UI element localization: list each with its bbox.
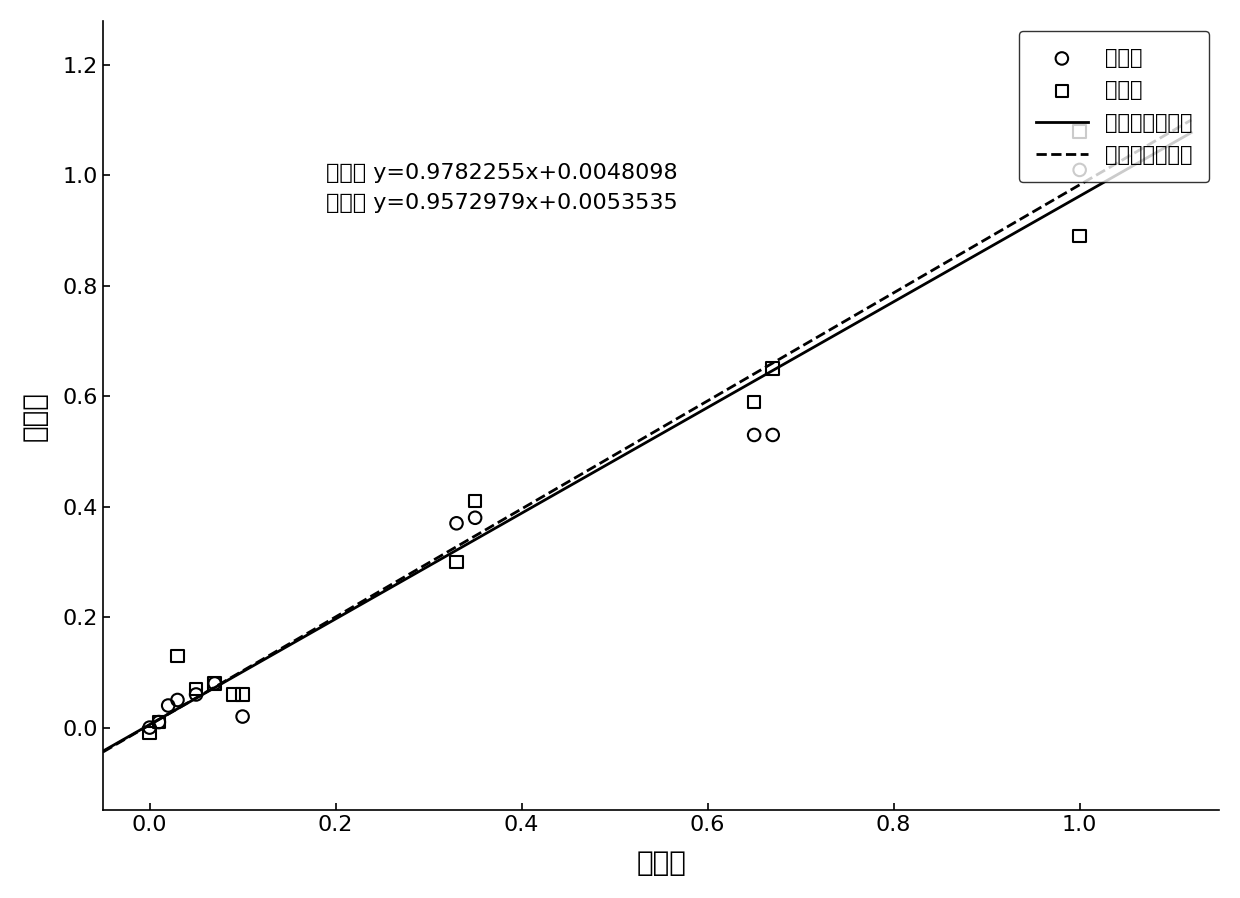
建模集 [186,682,206,696]
预测集 [233,709,253,724]
Y-axis label: 预测値: 预测値 [21,391,48,441]
预测集 [167,692,187,707]
预测集 [1070,163,1090,177]
预测集 [140,720,160,735]
建模集 [223,687,243,701]
预测集 [186,687,206,701]
建模集 [140,726,160,740]
Legend: 预测集, 建模集, 预测集拟合直线, 建模集拟合直线: 预测集, 建模集, 预测集拟合直线, 建模集拟合直线 [1019,31,1209,182]
预测集 [149,715,169,729]
建模集 [744,394,764,409]
建模集 [233,687,253,701]
建模集 [1070,229,1090,243]
预测集 [763,427,782,442]
X-axis label: 参考値: 参考値 [636,850,686,877]
建模集 [167,648,187,663]
Text: 建模集 y=0.9782255x+0.0048098
预测集 y=0.9572979x+0.0053535: 建模集 y=0.9782255x+0.0048098 预测集 y=0.95729… [326,163,678,213]
建模集 [205,676,224,691]
预测集 [465,511,485,525]
建模集 [446,555,466,569]
建模集 [465,494,485,508]
建模集 [1070,124,1090,138]
预测集 [159,699,179,713]
预测集 [446,516,466,531]
建模集 [763,362,782,376]
预测集 [744,427,764,442]
预测集 [205,676,224,691]
建模集 [149,715,169,729]
